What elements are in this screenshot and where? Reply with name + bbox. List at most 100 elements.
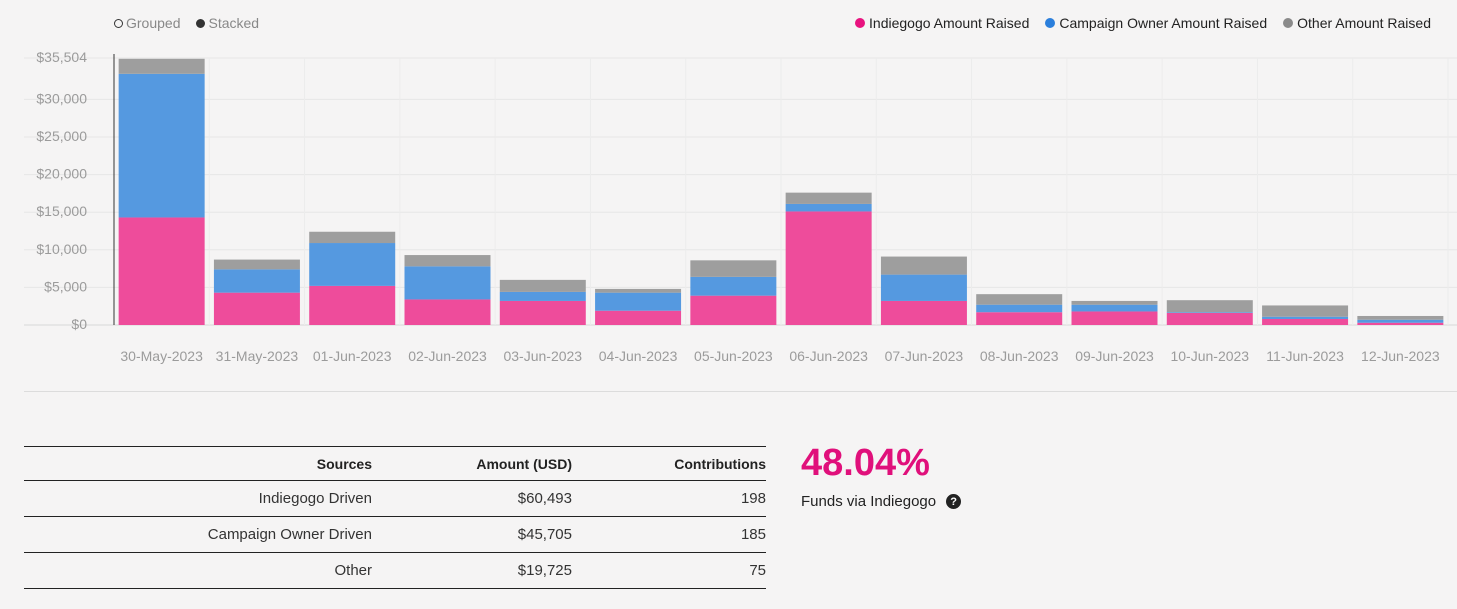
stat-value: 48.04% [801,442,930,484]
bar-segment [595,288,682,293]
bar-segment [309,285,396,325]
bar-segment [404,266,491,300]
bar-segment [499,279,586,292]
indiegogo-share-stat: 48.04% Funds via Indiegogo ? [801,442,962,510]
y-tick-label: $5,000 [44,278,87,294]
grouped-label: Grouped [126,15,181,31]
legend-label: Other Amount Raised [1297,15,1431,31]
bar-segment [118,58,205,74]
chart-mode-toggle: Grouped Stacked [114,15,259,31]
source-amount: $45,705 [372,516,572,553]
column-header-contributions: Contributions [572,446,766,481]
source-amount: $19,725 [372,552,572,589]
question-icon[interactable]: ? [946,494,962,509]
source-contributions: 198 [572,480,766,517]
x-tick-label: 04-Jun-2023 [599,348,678,364]
bar-segment [785,192,872,204]
bar-segment [690,260,777,277]
x-tick-label: 02-Jun-2023 [408,348,487,364]
legend-item-indiegogo[interactable]: Indiegogo Amount Raised [855,15,1029,31]
x-tick-label: 09-Jun-2023 [1075,348,1154,364]
y-tick-label: $25,000 [36,128,87,144]
x-tick-label: 12-Jun-2023 [1361,348,1440,364]
chart-legend: Indiegogo Amount Raised Campaign Owner A… [855,15,1431,31]
stacked-radio-icon [196,18,206,28]
x-tick-label: 05-Jun-2023 [694,348,773,364]
y-tick-label: $30,000 [36,90,87,106]
bar-segment [976,312,1063,325]
bar-segment [1166,312,1253,325]
bar-segment [1166,312,1253,313]
legend-item-other[interactable]: Other Amount Raised [1283,15,1431,31]
bar-segment [404,255,491,267]
legend-dot-icon [1045,18,1056,28]
x-tick-label: 31-May-2023 [216,348,299,364]
table-row: Campaign Owner Driven $45,705 185 [24,516,766,553]
bar-segment [1071,304,1158,312]
legend-item-campaign-owner[interactable]: Campaign Owner Amount Raised [1045,15,1267,31]
legend-label: Indiegogo Amount Raised [869,15,1030,31]
bar-segment [1357,319,1444,323]
bar-segment [690,295,777,325]
stacked-bar-chart: $0 $5,000 $10,000 $15,000 $20,000 $25,000 $30,… [24,49,1457,364]
y-tick-label: $15,000 [36,203,87,219]
bar-segment [595,310,682,325]
bar-segment [118,73,205,218]
bar-segment [213,269,300,293]
y-axis: $0 $5,000 $10,000 $15,000 $20,000 $25,000 $30,… [36,49,87,332]
table-row: Other $19,725 75 [24,552,766,589]
bar-segment [690,276,777,296]
bar-segment [118,217,205,325]
legend-dot-icon [855,18,866,28]
bar-segment [880,274,967,301]
bar-segment [595,292,682,311]
x-tick-label: 11-Jun-2023 [1266,348,1344,364]
bar-segment [404,299,491,325]
x-tick-label: 07-Jun-2023 [885,348,964,364]
section-divider [24,391,1457,392]
y-tick-label: $0 [71,316,87,332]
bar-segment [785,203,872,212]
sources-table: Sources Amount (USD) Contributions Indie… [24,446,766,589]
stacked-toggle[interactable]: Stacked [196,15,259,31]
x-tick-label: 30-May-2023 [120,348,203,364]
bar-segment [1357,315,1444,320]
bar-segment [1166,300,1253,313]
stat-label-row: Funds via Indiegogo ? [801,493,962,510]
bar-segment [309,231,396,244]
y-tick-label: $35,504 [36,49,87,65]
bar-segment [976,294,1063,305]
grouped-toggle[interactable]: Grouped [114,15,180,31]
x-axis: 30-May-2023 31-May-2023 01-Jun-2023 02-Jun-… [120,348,1439,364]
bar-segment [880,300,967,325]
column-header-amount: Amount (USD) [372,446,572,481]
legend-dot-icon [1283,18,1294,28]
bar-segment [976,304,1063,313]
chart-grid [24,54,1457,326]
bar-segment [1071,311,1158,325]
stat-label: Funds via Indiegogo [801,493,937,510]
column-header-sources: Sources [24,446,372,481]
source-amount: $60,493 [372,480,572,517]
bar-segment [213,259,300,270]
x-tick-label: 03-Jun-2023 [503,348,582,364]
table-header-row: Sources Amount (USD) Contributions [24,446,766,481]
x-tick-label: 01-Jun-2023 [313,348,392,364]
table-row: Indiegogo Driven $60,493 198 [24,480,766,517]
source-contributions: 75 [572,552,766,589]
bar-segment [1262,318,1349,325]
source-name: Indiegogo Driven [24,480,372,517]
stacked-label: Stacked [208,15,260,31]
x-tick-label: 10-Jun-2023 [1170,348,1249,364]
source-name: Other [24,552,372,589]
bar-segment [1357,322,1444,325]
bar-segment [880,256,967,275]
bars [118,58,1444,325]
bar-segment [499,291,586,301]
grouped-radio-icon [114,18,123,28]
x-tick-label: 08-Jun-2023 [980,348,1059,364]
bar-segment [785,211,872,325]
source-name: Campaign Owner Driven [24,516,372,553]
legend-label: Campaign Owner Amount Raised [1059,15,1268,31]
bar-segment [213,292,300,325]
